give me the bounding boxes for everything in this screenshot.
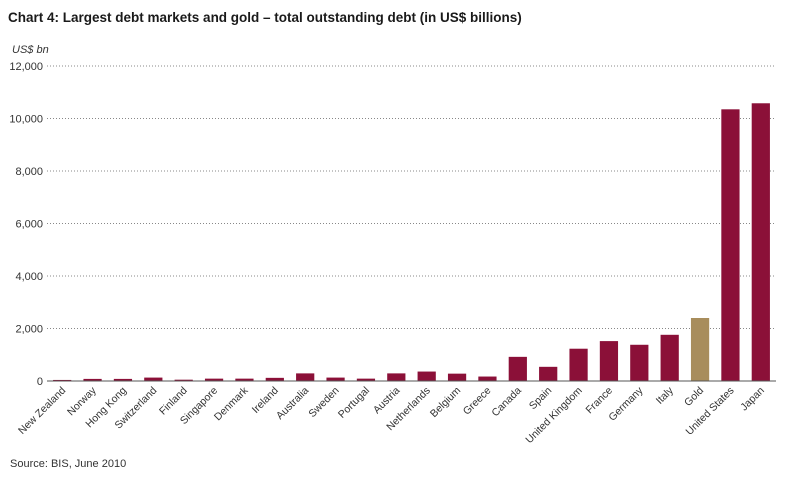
bar-germany xyxy=(630,344,649,381)
x-tick-label: New Zealand xyxy=(16,385,68,437)
x-tick-label: Gold xyxy=(682,385,706,409)
bar-finland xyxy=(174,379,193,381)
bar-united-kingdom xyxy=(569,348,588,381)
y-tick-label: 10,000 xyxy=(9,114,43,126)
bar-gold xyxy=(690,318,710,381)
bar-singapore xyxy=(204,378,224,381)
x-tick-label: Japan xyxy=(738,385,767,414)
y-tick-label: 6,000 xyxy=(15,219,43,231)
gridlines xyxy=(47,65,776,329)
bar-spain xyxy=(539,366,558,381)
y-tick-label: 8,000 xyxy=(15,166,43,178)
source-note: Source: BIS, June 2010 xyxy=(10,458,127,470)
bar-sweden xyxy=(326,377,345,381)
bar-austria xyxy=(387,373,406,381)
bar-norway xyxy=(83,378,102,381)
x-tick-label: United Kingdom xyxy=(523,384,584,445)
bar-hong-kong xyxy=(113,378,133,381)
x-tick-label: Italy xyxy=(654,384,677,407)
bar-ireland xyxy=(265,377,284,381)
bar-united-states xyxy=(721,109,740,381)
y-tick-label: 12,000 xyxy=(9,61,43,73)
x-tick-label: Australia xyxy=(274,385,311,422)
bar-italy xyxy=(660,334,679,381)
x-tick-label: Germany xyxy=(606,384,646,424)
y-axis-ticks: 0 2,000 4,000 6,000 8,000 10,000 12,000 xyxy=(9,61,43,388)
chart-title: Chart 4: Largest debt markets and gold –… xyxy=(8,10,522,25)
x-tick-label: Sweden xyxy=(306,385,341,420)
x-tick-label: Canada xyxy=(489,385,524,420)
y-tick-label: 2,000 xyxy=(15,324,43,336)
bar-france xyxy=(599,341,619,381)
bar-japan xyxy=(751,103,770,382)
bar-greece xyxy=(478,376,497,381)
x-tick-label: Portugal xyxy=(336,385,372,421)
bar-new-zealand xyxy=(53,379,72,381)
x-tick-label: Belgium xyxy=(428,384,463,419)
bar-australia xyxy=(296,373,315,381)
bar-belgium xyxy=(447,373,467,381)
bar-switzerland xyxy=(144,377,163,381)
bar-denmark xyxy=(235,378,254,381)
x-tick-label: Greece xyxy=(461,385,494,418)
bar-canada xyxy=(508,356,527,381)
y-axis-unit-label: US$ bn xyxy=(12,44,49,56)
bar-portugal xyxy=(356,378,376,381)
x-tick-label: Spain xyxy=(527,385,555,413)
bars xyxy=(53,103,770,382)
y-tick-label: 0 xyxy=(37,376,43,388)
y-tick-label: 4,000 xyxy=(15,271,43,283)
x-tick-label: Denmark xyxy=(212,384,251,423)
bar-netherlands xyxy=(417,371,436,381)
